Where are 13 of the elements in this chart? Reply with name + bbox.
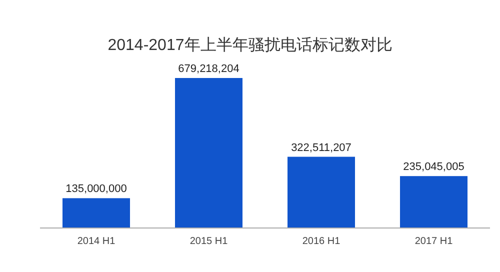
x-tick-label: 2016 H1 bbox=[302, 236, 341, 247]
x-tick-label: 2015 H1 bbox=[190, 236, 228, 247]
chart-title: 2014-2017年上半年骚扰电话标记数对比 bbox=[108, 36, 392, 54]
data-label: 322,511,207 bbox=[291, 142, 352, 154]
bar bbox=[400, 176, 468, 228]
x-tick-label: 2017 H1 bbox=[414, 236, 454, 247]
data-label: 679,218,204 bbox=[178, 63, 240, 75]
data-label: 135,000,000 bbox=[66, 183, 127, 196]
x-tick-label: 2014 H1 bbox=[77, 236, 116, 247]
bar bbox=[288, 156, 355, 228]
bar bbox=[62, 198, 130, 228]
data-label: 235,045,005 bbox=[403, 161, 464, 174]
bar bbox=[175, 78, 242, 228]
